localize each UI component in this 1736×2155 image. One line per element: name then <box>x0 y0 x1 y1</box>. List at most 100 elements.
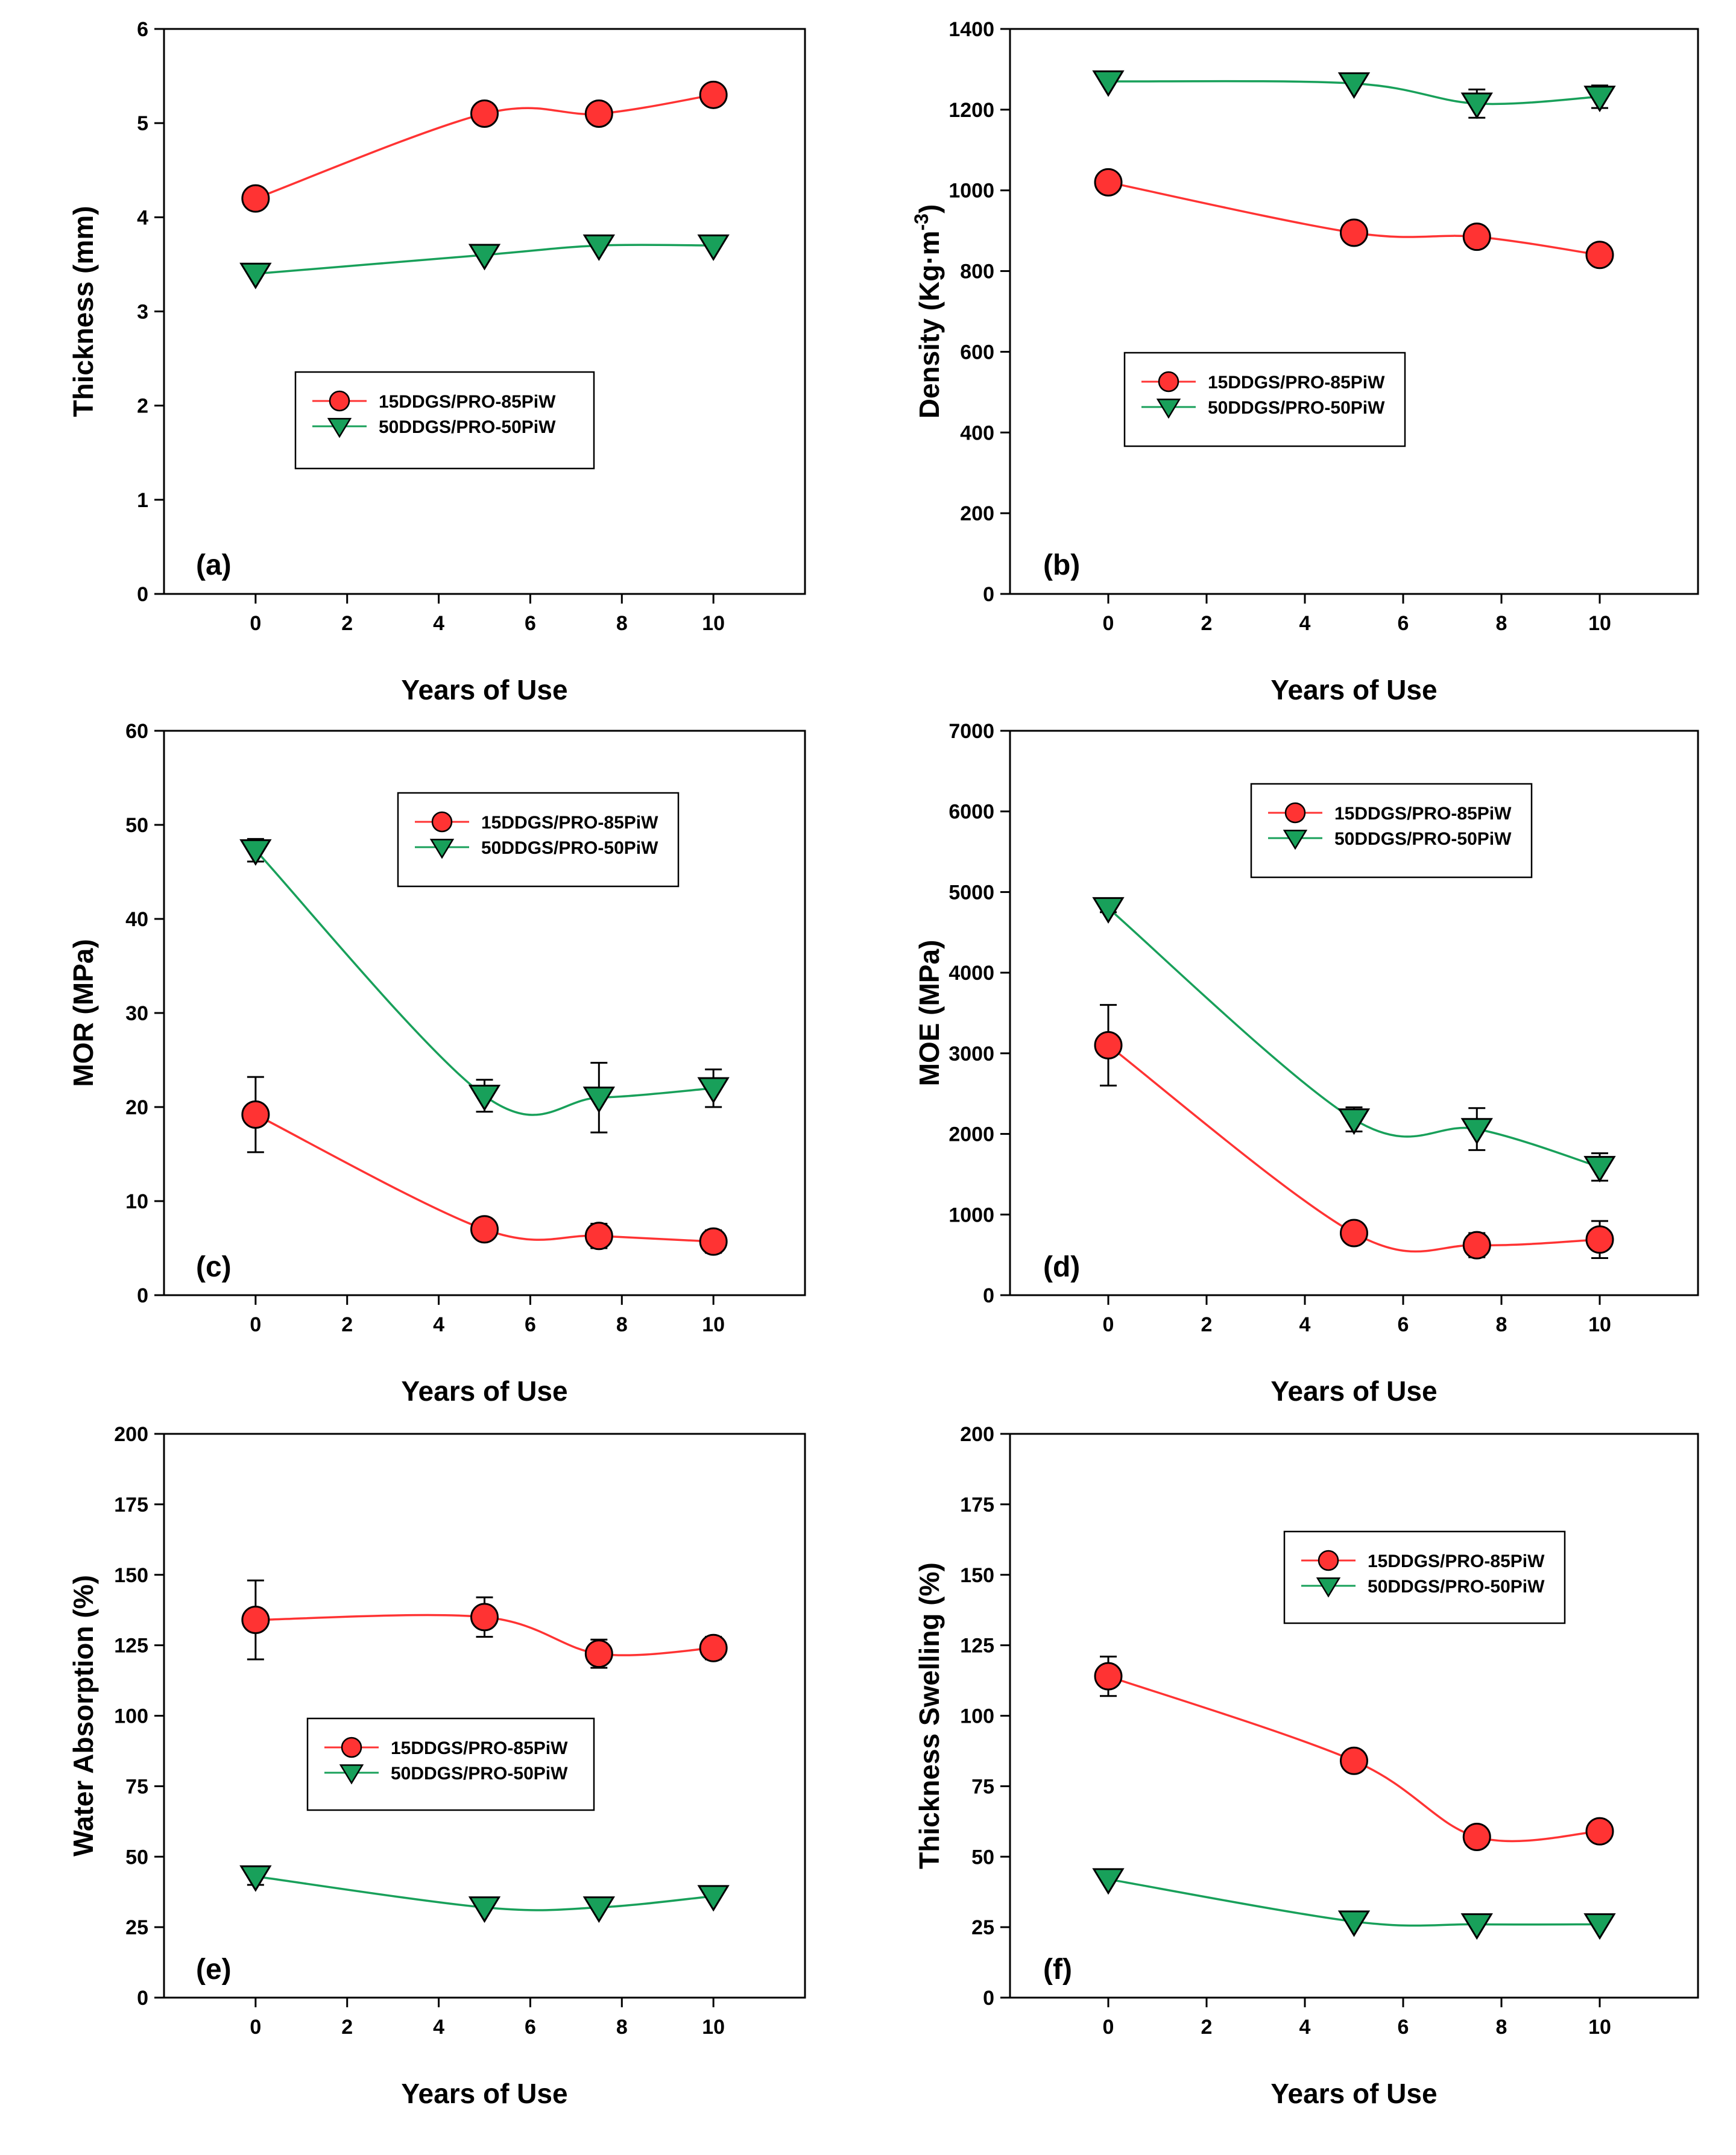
legend-marker <box>329 390 350 412</box>
x-tick-label: 2 <box>1201 1313 1213 1336</box>
y-tick-label: 200 <box>960 502 994 525</box>
x-tick-label: 4 <box>433 612 444 635</box>
data-point <box>1583 1156 1616 1183</box>
x-tick-label: 6 <box>525 1313 536 1336</box>
series-line <box>1108 181 1600 256</box>
y-axis-title: Density (Kg·m-3) <box>911 204 945 419</box>
data-point <box>1337 1910 1371 1937</box>
y-tick-label: 20 <box>125 1096 148 1119</box>
data-point <box>1094 168 1123 197</box>
data-point <box>239 262 272 289</box>
x-tick-label: 10 <box>1588 612 1611 635</box>
data-point <box>582 1087 615 1114</box>
series-15ddgs <box>1094 1004 1614 1260</box>
data-point <box>1094 1662 1123 1691</box>
data-point <box>1460 1118 1493 1145</box>
y-tick-label: 4 <box>137 206 148 229</box>
series-50ddgs <box>1092 70 1616 119</box>
data-point <box>241 184 270 213</box>
legend: 15DDGS/PRO-85PiW 50DDGS/PRO-50PiW <box>306 1717 595 1811</box>
series-line <box>255 244 714 275</box>
data-point <box>239 839 272 866</box>
data-point <box>697 1077 730 1104</box>
y-tick-label: 6000 <box>948 801 994 824</box>
panel-label: (f) <box>1043 1954 1072 1986</box>
y-tick-label: 1400 <box>948 18 994 41</box>
y-tick-label: 10 <box>125 1190 148 1213</box>
y-tick-label: 200 <box>114 1423 148 1446</box>
x-axis-title: Years of Use <box>401 674 567 705</box>
legend-marker <box>429 839 455 859</box>
y-tick-label: 60 <box>125 720 148 743</box>
series-line <box>1107 1044 1600 1253</box>
y-tick-label: 40 <box>125 908 148 931</box>
y-tick-label: 0 <box>983 1987 994 2010</box>
data-point <box>1092 70 1125 97</box>
series-line <box>255 1113 714 1243</box>
legend: 15DDGS/PRO-85PiW 50DDGS/PRO-50PiW <box>1123 352 1406 447</box>
series-line <box>1107 907 1600 1169</box>
data-point <box>582 1896 615 1923</box>
data-point <box>241 1606 270 1635</box>
legend: 15DDGS/PRO-85PiW 50DDGS/PRO-50PiW <box>1250 783 1533 879</box>
y-tick-label: 400 <box>960 421 994 444</box>
panel-label: (c) <box>196 1251 232 1283</box>
series-50ddgs <box>1092 1868 1616 1940</box>
legend-label: 50DDGS/PRO-50PiW <box>379 417 556 437</box>
series-line <box>254 849 714 1116</box>
x-tick-label: 2 <box>1201 2016 1213 2039</box>
y-tick-label: 30 <box>125 1002 148 1025</box>
data-point <box>1583 86 1616 113</box>
y-tick-label: 75 <box>971 1775 994 1798</box>
series-15ddgs <box>1094 1655 1614 1852</box>
legend-label: 15DDGS/PRO-85PiW <box>1334 804 1512 824</box>
series-15ddgs <box>1094 168 1614 270</box>
legend-label: 50DDGS/PRO-50PiW <box>391 1764 568 1784</box>
y-tick-label: 1 <box>137 489 148 512</box>
legend-label: 15DDGS/PRO-85PiW <box>1368 1551 1545 1571</box>
y-tick-label: 50 <box>125 814 148 837</box>
y-tick-label: 50 <box>125 1846 148 1869</box>
y-tick-label: 0 <box>137 583 148 606</box>
y-tick-label: 3000 <box>948 1043 994 1065</box>
x-tick-label: 6 <box>525 2016 536 2039</box>
data-point <box>1337 72 1371 99</box>
x-tick-label: 4 <box>1299 612 1311 635</box>
y-tick-label: 25 <box>971 1916 994 1939</box>
series-50ddgs <box>239 234 730 289</box>
x-tick-label: 10 <box>702 612 725 635</box>
series-line <box>255 1875 714 1911</box>
x-tick-label: 0 <box>250 1313 261 1336</box>
data-point <box>1585 241 1614 270</box>
legend: 15DDGS/PRO-85PiW 50DDGS/PRO-50PiW <box>1283 1530 1566 1624</box>
data-point <box>470 1603 499 1632</box>
x-tick-label: 8 <box>1496 612 1507 635</box>
series-line <box>255 93 714 200</box>
legend: 15DDGS/PRO-85PiW 50DDGS/PRO-50PiW <box>397 792 680 888</box>
legend-marker <box>431 811 453 833</box>
series-50ddgs <box>239 1865 730 1923</box>
data-point <box>1585 1817 1614 1846</box>
series-line <box>255 1614 714 1656</box>
legend-label: 15DDGS/PRO-85PiW <box>379 392 556 412</box>
legend-label: 15DDGS/PRO-85PiW <box>1208 373 1385 393</box>
series-15ddgs <box>241 1076 728 1256</box>
panel-label: (e) <box>196 1954 232 1986</box>
legend: 15DDGS/PRO-85PiW 50DDGS/PRO-50PiW <box>294 371 595 470</box>
data-point <box>1340 218 1368 247</box>
y-tick-label: 50 <box>971 1846 994 1869</box>
chart-panel-a: 0 1 2 3 4 5 6 0 2 4 6 8 10 Years of Use Thickness (mm)… <box>68 18 806 705</box>
y-tick-label: 7000 <box>948 720 994 743</box>
x-axis-title: Years of Use <box>401 1375 567 1407</box>
y-tick-label: 0 <box>137 1987 148 2010</box>
x-tick-label: 10 <box>702 2016 725 2039</box>
x-tick-label: 8 <box>1496 1313 1507 1336</box>
legend-marker <box>1156 399 1181 419</box>
chart-panel-f: 0 25 50 75 100 125 150 175 200 0 2 4 6 8 10 Years of Us… <box>914 1423 1699 2109</box>
y-tick-label: 2 <box>137 395 148 418</box>
x-tick-label: 4 <box>1299 1313 1311 1336</box>
x-tick-label: 2 <box>341 1313 353 1336</box>
x-axis-title: Years of Use <box>1270 1375 1437 1407</box>
y-tick-label: 175 <box>114 1494 148 1516</box>
y-axis-title: Thickness Swelling (%) <box>914 1562 945 1869</box>
